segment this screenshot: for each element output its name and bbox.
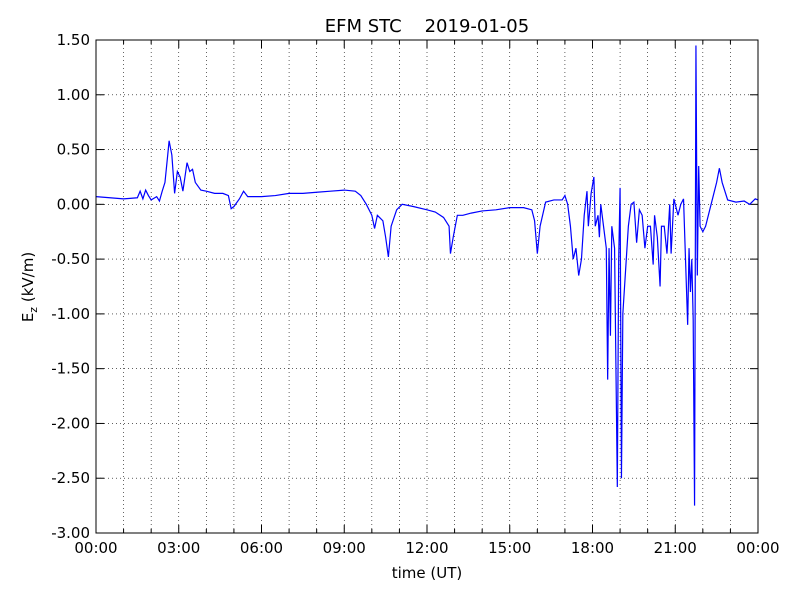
y-label-sub: z: [27, 307, 40, 313]
y-tick-label: 0.00: [57, 195, 90, 213]
x-tick-label: 03:00: [157, 539, 200, 557]
x-tick-label: 00:00: [74, 539, 117, 557]
y-tick-label: -1.50: [51, 360, 90, 378]
y-tick-label: 0.50: [57, 141, 90, 159]
y-tick-label: 1.50: [57, 31, 90, 49]
y-tick-label: -3.00: [51, 524, 90, 542]
x-tick-label: 06:00: [240, 539, 283, 557]
y-tick-label: -0.50: [51, 250, 90, 268]
y-tick-label: 1.00: [57, 86, 90, 104]
x-tick-label: 00:00: [736, 539, 779, 557]
y-tick-label: -2.50: [51, 469, 90, 487]
y-axis-label: Ez (kV/m): [19, 252, 40, 322]
y-tick-label: -2.00: [51, 414, 90, 432]
plot-frame: [95, 39, 759, 534]
x-axis-label: time (UT): [392, 564, 463, 582]
y-label-unit: (kV/m): [19, 252, 37, 307]
x-tick-label: 09:00: [323, 539, 366, 557]
x-tick-label: 12:00: [405, 539, 448, 557]
y-label-base: E: [19, 313, 37, 322]
x-tick-label: 18:00: [571, 539, 614, 557]
x-tick-label: 21:00: [654, 539, 697, 557]
chart-title: EFM STC 2019-01-05: [325, 16, 529, 37]
y-tick-label: -1.00: [51, 305, 90, 323]
x-tick-label: 15:00: [488, 539, 531, 557]
data-line: [95, 45, 759, 506]
